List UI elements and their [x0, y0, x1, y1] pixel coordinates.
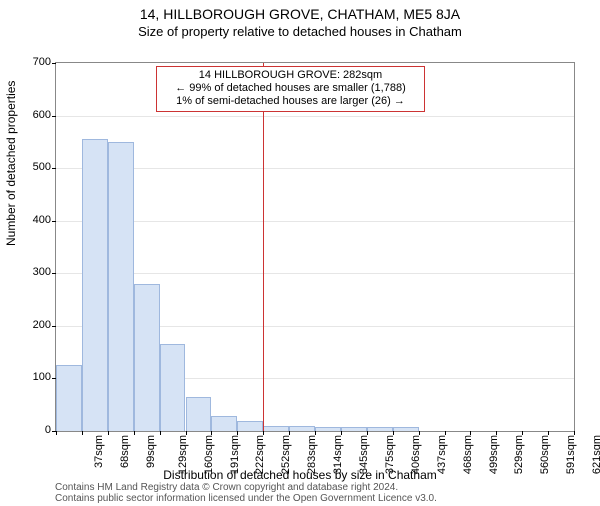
y-tick-label: 400: [11, 214, 51, 226]
marker-line: [263, 63, 264, 431]
gridline: [56, 63, 574, 64]
x-tick-mark: [419, 431, 420, 435]
y-tick-label: 500: [11, 161, 51, 173]
x-tick-mark: [56, 431, 57, 435]
histogram-bar: [315, 427, 341, 431]
chart-container: 14, HILLBOROUGH GROVE, CHATHAM, ME5 8JA …: [0, 6, 600, 506]
histogram-bar: [108, 142, 134, 431]
x-tick-mark: [289, 431, 290, 435]
attribution-line: Contains public sector information licen…: [55, 493, 437, 504]
attribution: Contains HM Land Registry data © Crown c…: [55, 482, 437, 504]
x-tick-mark: [263, 431, 264, 435]
histogram-bar: [289, 426, 315, 431]
x-axis-label: Distribution of detached houses by size …: [0, 468, 600, 482]
y-tick-mark: [52, 326, 56, 327]
y-tick-mark: [52, 168, 56, 169]
histogram-bar: [263, 426, 289, 431]
x-tick-mark: [367, 431, 368, 435]
x-tick-mark: [134, 431, 135, 435]
chart-subtitle: Size of property relative to detached ho…: [0, 24, 600, 39]
y-tick-label: 300: [11, 266, 51, 278]
annotation-box: 14 HILLBOROUGH GROVE: 282sqm← 99% of det…: [156, 66, 425, 112]
histogram-bar: [237, 421, 263, 432]
histogram-bar: [186, 397, 212, 431]
histogram-bar: [393, 427, 419, 431]
x-tick-mark: [470, 431, 471, 435]
y-tick-mark: [52, 273, 56, 274]
x-tick-mark: [211, 431, 212, 435]
x-tick-mark: [548, 431, 549, 435]
annotation-line: ← 99% of detached houses are smaller (1,…: [163, 82, 418, 95]
x-tick-mark: [341, 431, 342, 435]
x-tick-mark: [393, 431, 394, 435]
y-tick-label: 200: [11, 319, 51, 331]
histogram-bar: [160, 344, 186, 431]
chart-title: 14, HILLBOROUGH GROVE, CHATHAM, ME5 8JA: [0, 6, 600, 22]
x-tick-mark: [522, 431, 523, 435]
x-tick-label: 37sqm: [93, 435, 105, 468]
gridline: [56, 116, 574, 117]
histogram-bar: [134, 284, 160, 431]
histogram-bar: [341, 427, 367, 431]
attribution-line: Contains HM Land Registry data © Crown c…: [55, 482, 437, 493]
y-tick-mark: [52, 221, 56, 222]
x-tick-label: 99sqm: [145, 435, 157, 468]
x-tick-mark: [445, 431, 446, 435]
gridline: [56, 273, 574, 274]
x-tick-mark: [108, 431, 109, 435]
y-tick-mark: [52, 116, 56, 117]
x-tick-mark: [82, 431, 83, 435]
histogram-bar: [367, 427, 393, 431]
x-tick-mark: [237, 431, 238, 435]
y-ticks: 0100200300400500600700: [0, 62, 55, 432]
histogram-bar: [56, 365, 82, 431]
x-tick-mark: [160, 431, 161, 435]
y-tick-label: 0: [11, 424, 51, 436]
histogram-bar: [82, 139, 108, 431]
y-tick-label: 600: [11, 109, 51, 121]
annotation-line: 1% of semi-detached houses are larger (2…: [163, 95, 418, 108]
y-tick-label: 100: [11, 371, 51, 383]
y-tick-label: 700: [11, 56, 51, 68]
annotation-line: 14 HILLBOROUGH GROVE: 282sqm: [163, 69, 418, 82]
plot-area: 37sqm68sqm99sqm129sqm160sqm191sqm222sqm2…: [55, 62, 575, 432]
gridline: [56, 168, 574, 169]
x-tick-label: 68sqm: [119, 435, 131, 468]
x-tick-mark: [496, 431, 497, 435]
gridline: [56, 221, 574, 222]
x-tick-mark: [186, 431, 187, 435]
x-tick-mark: [574, 431, 575, 435]
histogram-bar: [211, 416, 237, 431]
x-tick-mark: [315, 431, 316, 435]
y-tick-mark: [52, 63, 56, 64]
